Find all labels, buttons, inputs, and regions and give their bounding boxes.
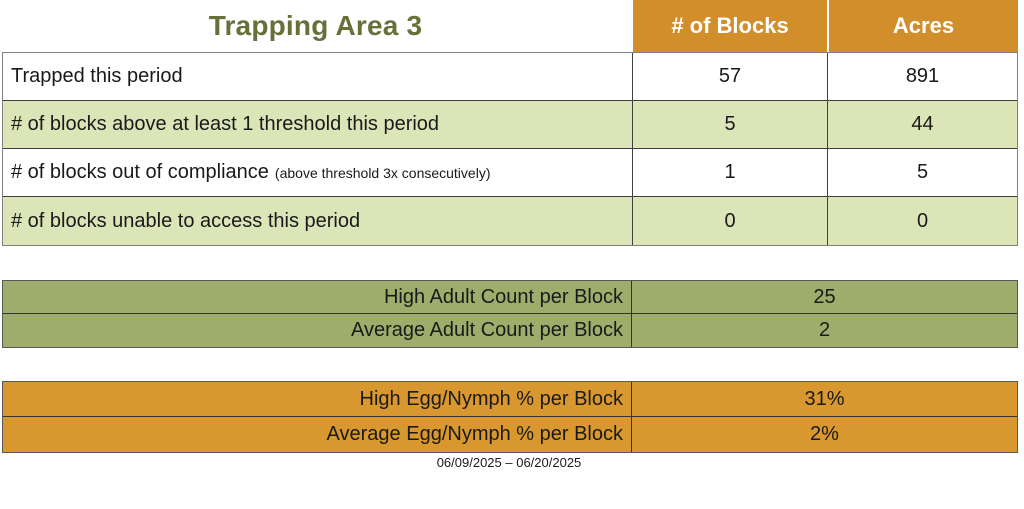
row-label-text: # of blocks above at least 1 threshold t… xyxy=(11,113,440,135)
date-range: 06/09/2025 – 06/20/2025 xyxy=(436,455,582,470)
blocks-value: 1 xyxy=(632,149,827,196)
row-label: Average Egg/Nymph % per Block xyxy=(3,417,632,452)
table-row-average-adult: Average Adult Count per Block 2 xyxy=(3,314,1017,347)
row-label: Trapped this period xyxy=(3,53,632,100)
column-header-acres: Acres xyxy=(827,0,1018,52)
blocks-value: 0 xyxy=(632,197,827,245)
table-row-trapped: Trapped this period 57 891 xyxy=(3,53,1017,101)
acres-value: 44 xyxy=(827,101,1017,148)
table-row-high-egg: High Egg/Nymph % per Block 31% xyxy=(3,382,1017,417)
row-value: 25 xyxy=(813,285,836,308)
table-row-out-of-compliance: # of blocks out of compliance (above thr… xyxy=(3,149,1017,197)
page-title: Trapping Area 3 xyxy=(208,10,423,41)
row-label: # of blocks unable to access this period xyxy=(3,197,632,245)
row-label: # of blocks out of compliance (above thr… xyxy=(3,149,632,196)
main-table: Trapped this period 57 891 # of blocks a… xyxy=(2,52,1018,246)
row-label: Average Adult Count per Block xyxy=(3,314,632,347)
row-value: 2% xyxy=(810,423,839,445)
acres-value: 0 xyxy=(827,197,1017,245)
row-value: 31% xyxy=(804,387,845,410)
acres-value: 891 xyxy=(827,53,1017,100)
row-note: (above threshold 3x consecutively) xyxy=(274,164,491,181)
blocks-value: 57 xyxy=(632,53,827,100)
table-row-unable-to-access: # of blocks unable to access this period… xyxy=(3,197,1017,245)
header-row: Trapping Area 3 # of Blocks Acres xyxy=(0,0,1018,52)
table-row-average-egg: Average Egg/Nymph % per Block 2% xyxy=(3,417,1017,452)
title-cell: Trapping Area 3 xyxy=(0,0,631,52)
row-value: 2 xyxy=(818,319,831,341)
row-label: High Egg/Nymph % per Block xyxy=(3,382,632,416)
table-row-high-adult: High Adult Count per Block 25 xyxy=(3,281,1017,314)
column-header-blocks: # of Blocks xyxy=(631,0,827,52)
row-label-text: Trapped this period xyxy=(11,65,183,87)
row-label: # of blocks above at least 1 threshold t… xyxy=(3,101,632,148)
table-row-above-threshold: # of blocks above at least 1 threshold t… xyxy=(3,101,1017,149)
adult-count-table: High Adult Count per Block 25 Average Ad… xyxy=(2,280,1018,348)
acres-value: 5 xyxy=(827,149,1017,196)
row-label-text: # of blocks out of compliance xyxy=(11,161,269,183)
row-label-text: # of blocks unable to access this period xyxy=(11,209,361,232)
row-label: High Adult Count per Block xyxy=(3,281,632,313)
egg-nymph-table: High Egg/Nymph % per Block 31% Average E… xyxy=(2,381,1018,453)
blocks-value: 5 xyxy=(632,101,827,148)
